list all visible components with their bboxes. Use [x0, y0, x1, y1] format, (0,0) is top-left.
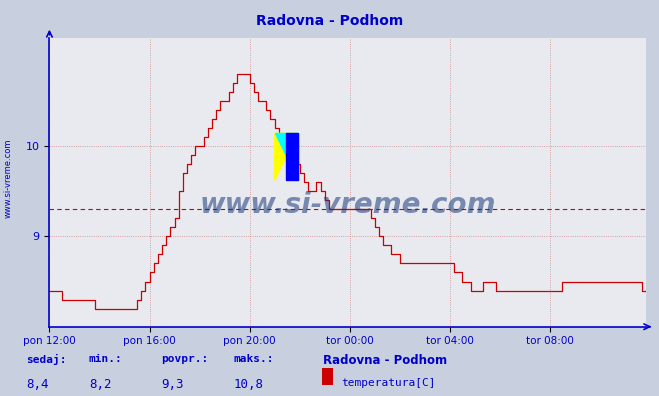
Polygon shape [275, 133, 298, 180]
Text: www.si-vreme.com: www.si-vreme.com [3, 139, 13, 218]
Polygon shape [275, 133, 298, 180]
Text: 8,4: 8,4 [26, 378, 49, 391]
Text: maks.:: maks.: [234, 354, 274, 364]
Text: sedaj:: sedaj: [26, 354, 67, 366]
Text: 10,8: 10,8 [234, 378, 264, 391]
Text: www.si-vreme.com: www.si-vreme.com [200, 191, 496, 219]
Polygon shape [286, 133, 298, 180]
Text: 8,2: 8,2 [89, 378, 111, 391]
Text: min.:: min.: [89, 354, 123, 364]
Text: temperatura[C]: temperatura[C] [341, 378, 436, 388]
Text: povpr.:: povpr.: [161, 354, 209, 364]
Text: Radovna - Podhom: Radovna - Podhom [256, 14, 403, 28]
Text: Radovna - Podhom: Radovna - Podhom [323, 354, 447, 367]
Text: 9,3: 9,3 [161, 378, 184, 391]
